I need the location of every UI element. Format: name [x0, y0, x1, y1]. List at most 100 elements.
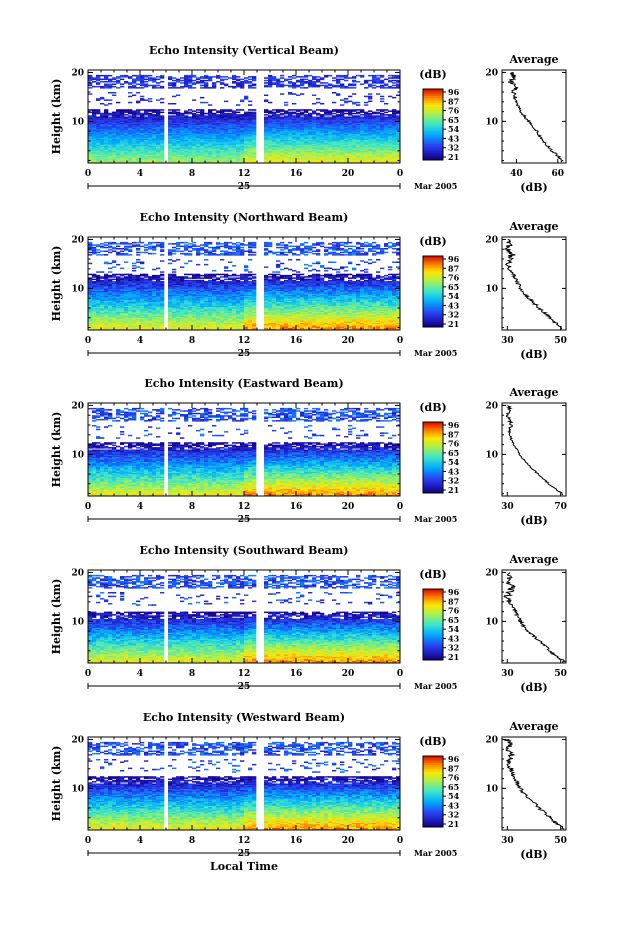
- heatmap-cell: [316, 85, 320, 87]
- heatmap-cell: [272, 328, 276, 330]
- heatmap-cell: [156, 109, 160, 111]
- heatmap-cell: [96, 151, 100, 153]
- heatmap-cell: [272, 313, 276, 315]
- heatmap-cell: [324, 328, 328, 330]
- heatmap-cell: [96, 140, 100, 142]
- heatmap-cell: [144, 99, 148, 101]
- heatmap-cell: [288, 112, 292, 114]
- heatmap-cell: [188, 112, 192, 114]
- heatmap-cell: [248, 112, 252, 114]
- heatmap-cell: [224, 151, 228, 153]
- heatmap-cell: [248, 79, 252, 81]
- heatmap-cell: [120, 125, 124, 127]
- heatmap-cell: [240, 125, 244, 127]
- heatmap-cell: [372, 135, 376, 137]
- heatmap-cell: [272, 130, 276, 132]
- heatmap-cell: [244, 112, 248, 114]
- heatmap-cell: [348, 318, 352, 320]
- heatmap-cell: [200, 161, 204, 163]
- heatmap-cell: [168, 115, 172, 117]
- heatmap-cell: [156, 120, 160, 122]
- heatmap-cell: [312, 146, 316, 148]
- heatmap-cell: [356, 75, 360, 77]
- heatmap-cell: [168, 313, 172, 315]
- heatmap-cell: [96, 120, 100, 122]
- heatmap-cell: [380, 98, 384, 100]
- heatmap-cell: [236, 125, 240, 127]
- heatmap-cell: [380, 109, 384, 111]
- heatmap-cell: [292, 156, 296, 158]
- heatmap-cell: [272, 323, 276, 325]
- heatmap-cell: [240, 109, 244, 111]
- heatmap-cell: [244, 135, 248, 137]
- heatmap-cell: [352, 120, 356, 122]
- heatmap-cell: [304, 79, 308, 81]
- x-tick-label: 12: [238, 169, 251, 179]
- heatmap-cell: [300, 117, 304, 119]
- heatmap-cell: [152, 85, 156, 87]
- heatmap-cell: [232, 323, 236, 325]
- heatmap-cell: [172, 80, 176, 82]
- heatmap-cell: [108, 99, 112, 101]
- heatmap-cell: [140, 87, 144, 89]
- heatmap-cell: [304, 87, 308, 89]
- heatmap-cell: [92, 146, 96, 148]
- heatmap-cell: [156, 99, 160, 101]
- heatmap-cell: [356, 112, 360, 114]
- heatmap-cell: [132, 156, 136, 158]
- heatmap-cell: [212, 323, 216, 325]
- heatmap-cell: [352, 93, 356, 95]
- heatmap-cell: [192, 84, 196, 86]
- heatmap-cell: [200, 76, 204, 78]
- heatmap-cell: [152, 318, 156, 320]
- heatmap-cell: [280, 114, 284, 116]
- heatmap-cell: [212, 151, 216, 153]
- heatmap-cell: [232, 313, 236, 315]
- heatmap-cell: [288, 85, 292, 87]
- heatmap-cell: [196, 140, 200, 142]
- heatmap-cell: [372, 125, 376, 127]
- heatmap-cell: [92, 77, 96, 79]
- heatmap-cell: [272, 112, 276, 114]
- heatmap-cell: [388, 110, 392, 112]
- heatmap-cell: [104, 99, 108, 101]
- heatmap-cell: [268, 323, 272, 325]
- heatmap-cell: [244, 318, 248, 320]
- heatmap-cell: [112, 318, 116, 320]
- heatmap-cell: [240, 313, 244, 315]
- heatmap-cell: [252, 151, 256, 153]
- heatmap-cell: [200, 156, 204, 158]
- heatmap-cell: [304, 323, 308, 325]
- heatmap-cell: [184, 146, 188, 148]
- heatmap-cell: [152, 79, 156, 81]
- average-x-tick-label: 60: [551, 169, 564, 179]
- heatmap-cell: [120, 313, 124, 315]
- heatmap-cell: [220, 84, 224, 86]
- heatmap-cell: [112, 92, 116, 94]
- heatmap-cell: [176, 95, 180, 97]
- heatmap-cell: [356, 146, 360, 148]
- heatmap-cell: [324, 82, 328, 84]
- heatmap-cell: [304, 151, 308, 153]
- heatmap-cell: [136, 87, 140, 89]
- heatmap-cell: [128, 86, 132, 88]
- heatmap-cell: [248, 114, 252, 116]
- heatmap-cell: [160, 130, 164, 132]
- heatmap-cell: [268, 102, 272, 104]
- heatmap-cell: [108, 103, 112, 105]
- heatmap-cell: [292, 151, 296, 153]
- heatmap-cell: [100, 97, 104, 99]
- heatmap-cell: [264, 151, 268, 153]
- heatmap-cell: [88, 75, 92, 77]
- heatmap-cell: [312, 140, 316, 142]
- heatmap-cell: [332, 130, 336, 132]
- heatmap-cell: [172, 82, 176, 84]
- heatmap-cell: [268, 125, 272, 127]
- heatmap-cell: [324, 313, 328, 315]
- heatmap-cell: [96, 146, 100, 148]
- heatmap-cell: [112, 79, 116, 81]
- heatmap-cell: [348, 96, 352, 98]
- heatmap-cell: [216, 323, 220, 325]
- heatmap-cell: [100, 81, 104, 83]
